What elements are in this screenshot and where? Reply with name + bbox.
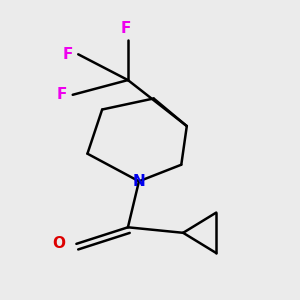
Text: O: O (52, 236, 65, 251)
Text: F: F (62, 47, 73, 62)
Text: F: F (57, 87, 67, 102)
Text: N: N (133, 174, 145, 189)
Text: F: F (121, 21, 131, 36)
